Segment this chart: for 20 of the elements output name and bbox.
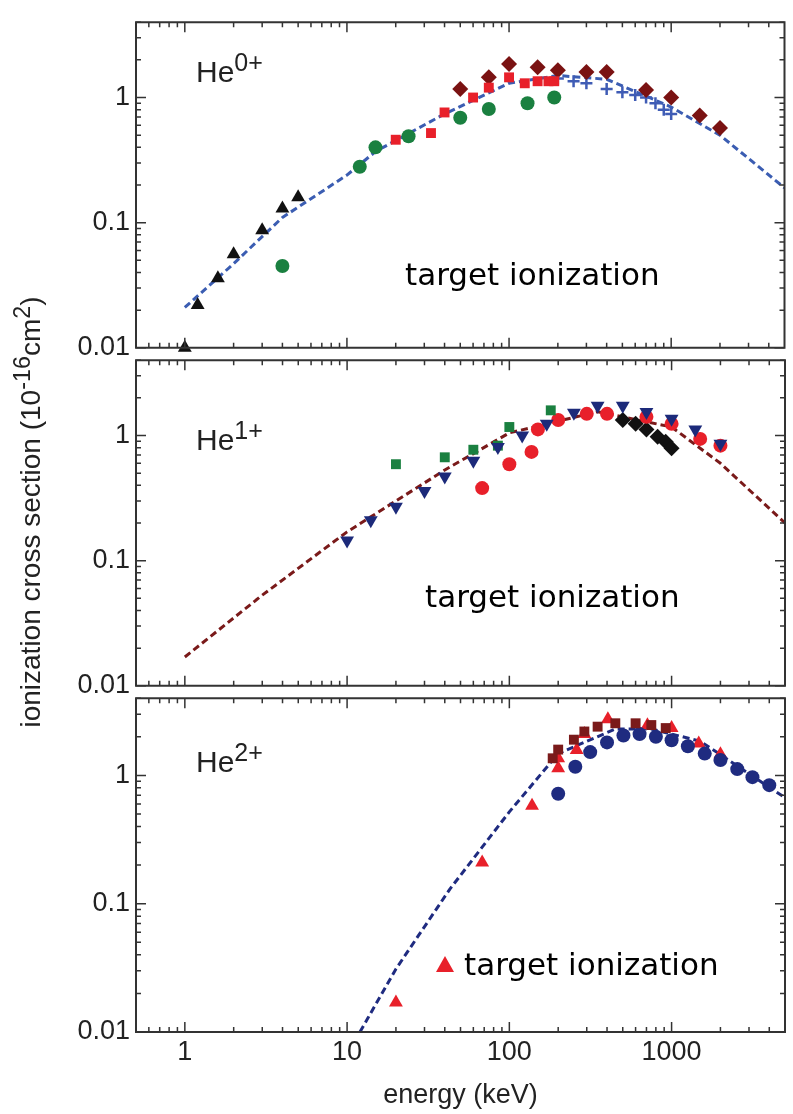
y-tick-label: 1	[114, 80, 130, 111]
annotation: target ionization	[405, 256, 660, 292]
x-tick-label: 1000	[641, 1035, 702, 1066]
x-tick-label: 1	[177, 1035, 193, 1066]
annotation: He$^{0+}$	[196, 48, 263, 89]
y-tick-label: 0.01	[77, 331, 130, 362]
y-tick-label: 1	[114, 418, 130, 449]
x-tick-label: 10	[332, 1035, 363, 1066]
x-tick-label: 100	[486, 1035, 532, 1066]
y-tick-label: 0.01	[77, 1015, 130, 1046]
y-tick-label: 0.01	[77, 669, 130, 700]
annotation: He$^{1+}$	[196, 416, 263, 457]
y-tick-label: 1	[114, 758, 130, 789]
y-tick-label: 0.1	[92, 544, 130, 575]
y-tick-label: 0.1	[92, 887, 130, 918]
x-axis-title: energy (keV)	[383, 1079, 538, 1110]
y-tick-label: 0.1	[92, 206, 130, 237]
annotation: He$^{2+}$	[196, 738, 263, 779]
legend-label: target ionization	[464, 946, 719, 982]
annotation: target ionization	[425, 578, 680, 614]
